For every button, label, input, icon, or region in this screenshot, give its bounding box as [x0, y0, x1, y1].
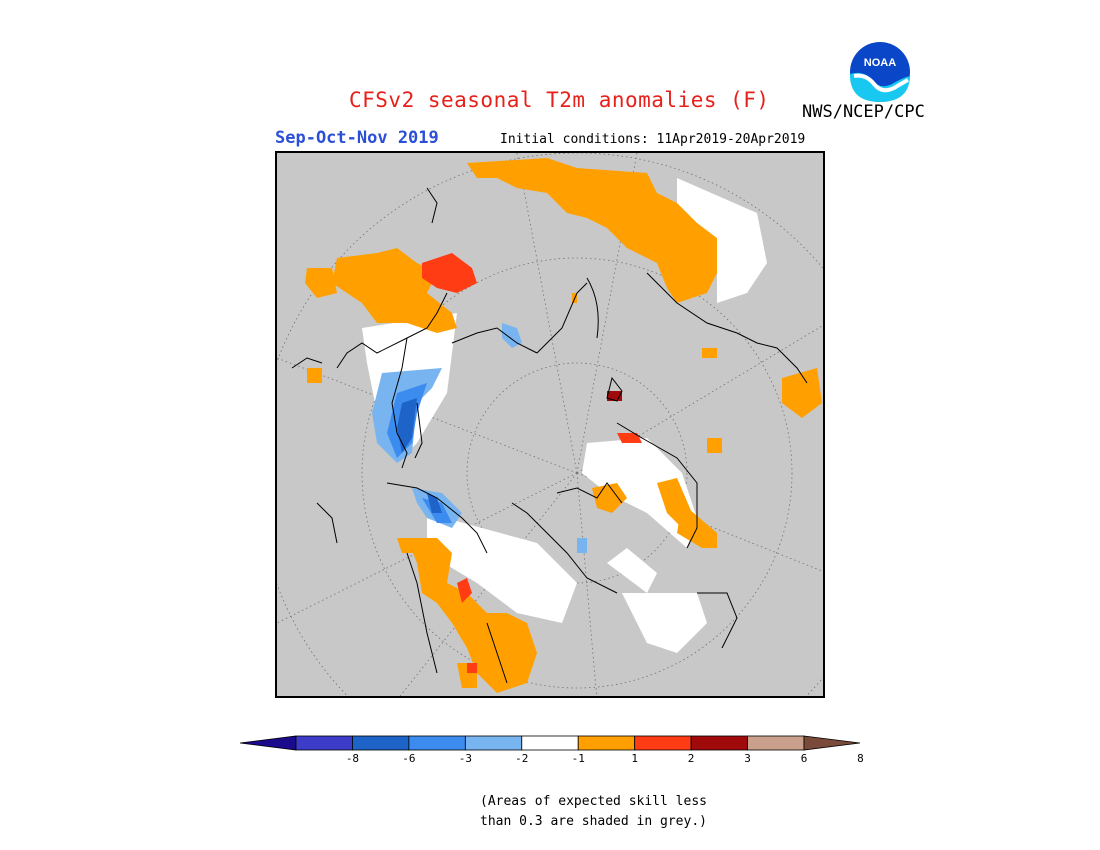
colorbar-segment	[408, 735, 466, 751]
colorbar-tick-label: -6	[402, 752, 416, 765]
colorbar-tick-label: -3	[458, 752, 472, 765]
svg-text:NOAA: NOAA	[864, 57, 896, 69]
colorbar	[240, 735, 860, 751]
colorbar-segment	[577, 735, 636, 751]
colorbar-tick-label: 8	[857, 752, 864, 765]
colorbar-segment-max	[803, 735, 860, 751]
initial-conditions-label: Initial conditions: 11Apr2019-20Apr2019	[500, 132, 806, 147]
colorbar-segment	[521, 735, 579, 751]
colorbar-tick-label: 2	[687, 752, 695, 765]
colorbar-tick-labels: -8 -6 -3 -2 -1 1 2 3 6 8	[0, 752, 1100, 768]
colorbar-tick-label: 1	[631, 752, 638, 765]
colorbar-tick-label: 6	[800, 752, 808, 765]
colorbar-tick-label: -8	[345, 752, 360, 765]
colorbar-segment	[464, 735, 523, 751]
polar-map	[275, 151, 825, 698]
agency-label: NWS/NCEP/CPC	[802, 102, 925, 122]
season-label: Sep-Oct-Nov 2019	[275, 128, 439, 148]
colorbar-tick-label: -2	[515, 752, 529, 765]
colorbar-segment	[634, 735, 692, 751]
colorbar-segment-min	[240, 735, 297, 751]
skill-note-line-2: than 0.3 are shaded in grey.)	[480, 814, 707, 829]
colorbar-tick-label: -1	[571, 752, 585, 765]
anomaly-white	[362, 178, 767, 653]
skill-note-line-1: (Areas of expected skill less	[480, 794, 707, 809]
anomaly-red	[422, 253, 642, 673]
skill-note: (Areas of expected skill less than 0.3 a…	[480, 792, 707, 832]
colorbar-segment	[352, 735, 410, 751]
coastlines	[291, 187, 808, 684]
noaa-logo-icon: NOAA	[850, 42, 910, 102]
colorbar-segment	[295, 735, 353, 751]
chart-title: CFSv2 seasonal T2m anomalies (F)	[349, 88, 770, 112]
anomaly-darkblue	[397, 398, 442, 513]
colorbar-segment	[747, 735, 805, 751]
colorbar-segment	[690, 735, 748, 751]
colorbar-tick-label: 3	[744, 752, 751, 765]
